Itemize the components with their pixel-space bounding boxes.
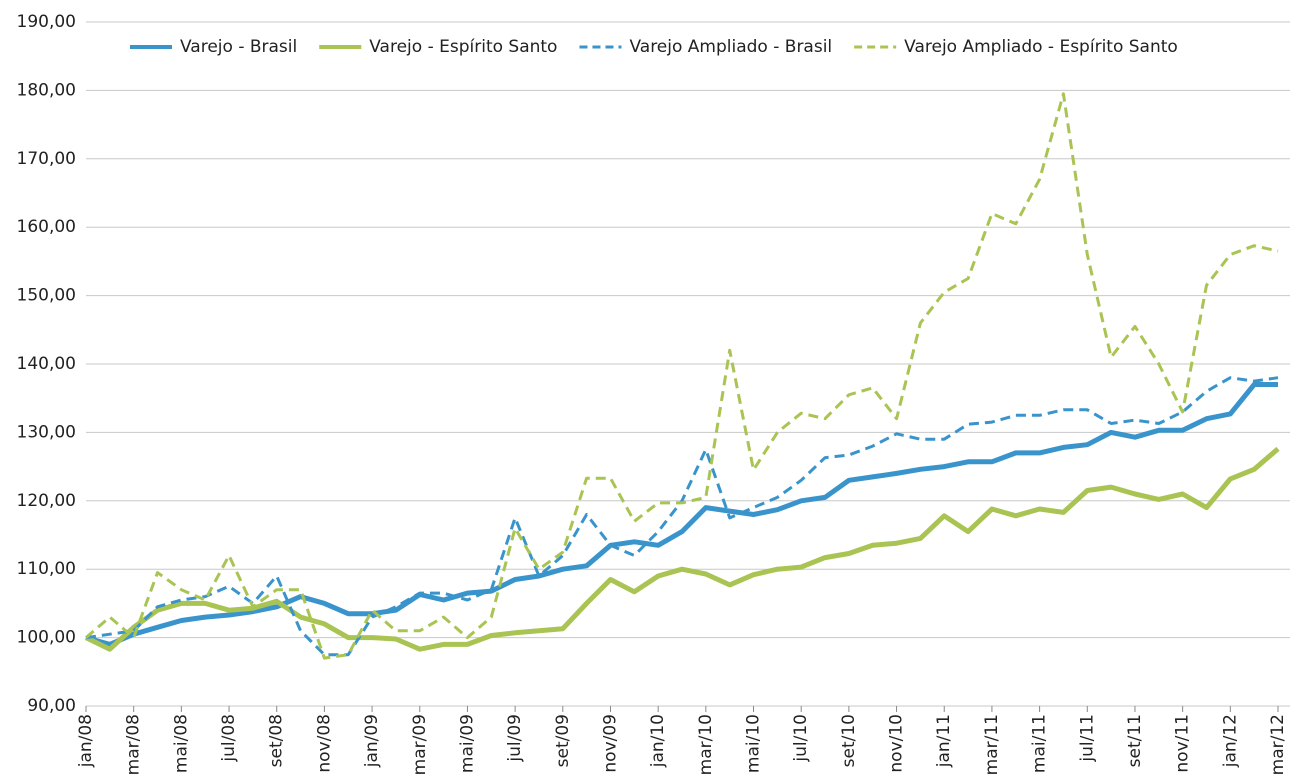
- legend-label: Varejo - Espírito Santo: [369, 37, 557, 57]
- x-tick-label: nov/10: [887, 714, 907, 773]
- y-tick-label: 110,00: [17, 559, 76, 579]
- x-tick-label: mar/08: [124, 714, 144, 775]
- series-line: [85, 92, 1279, 660]
- legend-label: Varejo - Brasil: [180, 37, 297, 57]
- x-tick-label: jul/08: [219, 714, 239, 763]
- series-line: [85, 376, 1279, 657]
- x-tick-label: set/10: [839, 714, 859, 767]
- y-tick-label: 170,00: [17, 149, 76, 169]
- x-tick-label: set/09: [553, 714, 573, 767]
- x-tick-label: jan/11: [934, 714, 954, 768]
- x-tick-label: jan/09: [362, 714, 382, 768]
- x-tick-label: set/08: [267, 714, 287, 767]
- x-tick-label: jan/12: [1220, 714, 1240, 768]
- legend-label: Varejo Ampliado - Espírito Santo: [904, 37, 1178, 57]
- y-tick-label: 150,00: [17, 286, 76, 306]
- y-tick-label: 160,00: [17, 217, 76, 237]
- y-tick-label: 180,00: [17, 80, 76, 100]
- x-tick-label: jul/09: [505, 714, 525, 763]
- x-tick-label: mai/11: [1030, 714, 1050, 773]
- x-tick-label: mar/10: [696, 714, 716, 775]
- y-tick-label: 130,00: [17, 422, 76, 442]
- x-tick-label: mai/09: [457, 714, 477, 773]
- x-tick-label: jul/11: [1077, 714, 1097, 763]
- y-tick-label: 120,00: [17, 491, 76, 511]
- x-tick-label: jan/08: [76, 714, 96, 768]
- x-tick-label: mar/12: [1268, 714, 1288, 775]
- x-tick-label: set/11: [1125, 714, 1145, 767]
- x-tick-label: mai/08: [171, 714, 191, 773]
- x-tick-label: mai/10: [744, 714, 764, 773]
- series-line: [84, 446, 1280, 652]
- x-tick-label: nov/11: [1173, 714, 1193, 773]
- series-line: [85, 382, 1278, 647]
- x-tick-label: mar/11: [982, 714, 1002, 775]
- y-tick-label: 140,00: [17, 354, 76, 374]
- x-tick-label: jul/10: [791, 714, 811, 763]
- y-tick-label: 90,00: [27, 696, 76, 716]
- x-tick-label: mar/09: [410, 714, 430, 775]
- y-tick-label: 100,00: [17, 628, 76, 648]
- x-tick-label: nov/09: [600, 714, 620, 773]
- y-tick-label: 190,00: [17, 12, 76, 32]
- x-tick-label: jan/10: [648, 714, 668, 768]
- legend-label: Varejo Ampliado - Brasil: [629, 37, 832, 57]
- x-tick-label: nov/08: [314, 714, 334, 773]
